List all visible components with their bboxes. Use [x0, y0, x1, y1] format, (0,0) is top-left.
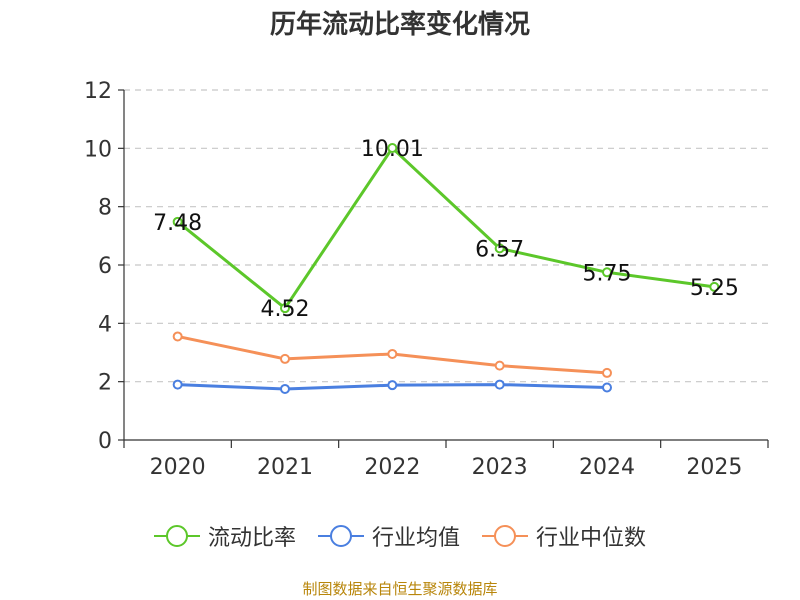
data-point: [280, 303, 290, 314]
y-tick-label: 8: [98, 196, 112, 221]
legend-marker-current-ratio: [153, 524, 200, 548]
x-tick-label: 2021: [257, 455, 313, 480]
legend: 流动比率 行业均值 行业中位数: [0, 520, 800, 552]
y-tick-label: 4: [98, 312, 112, 337]
legend-marker-industry-average: [317, 524, 364, 548]
data-point: [494, 243, 505, 254]
data-point: [172, 216, 183, 227]
data-label: 7.48: [153, 211, 202, 236]
data-label: 5.25: [690, 276, 739, 301]
data-point: [709, 281, 720, 292]
data-label: 5.75: [583, 261, 632, 286]
data-point: [387, 348, 398, 359]
legend-item-industry-average[interactable]: 行业均值: [317, 520, 460, 552]
legend-marker-industry-median: [482, 524, 528, 548]
data-point: [387, 380, 398, 391]
legend-label-industry-average: 行业均值: [371, 526, 460, 551]
legend-label-current-ratio: 流动比率: [207, 526, 296, 551]
series-layer: [172, 143, 720, 394]
y-tick-label: 10: [84, 137, 112, 162]
series-line: [176, 146, 715, 310]
data-point: [602, 382, 612, 393]
data-point: [387, 143, 398, 154]
data-label-layer: 7.48 4.52 10.01 6.57 5.75 5.25: [153, 137, 739, 322]
legend-item-current-ratio[interactable]: 流动比率: [153, 520, 296, 552]
data-point: [280, 383, 290, 394]
x-tick-label: 2024: [579, 455, 635, 480]
legend-label-industry-median: 行业中位数: [536, 526, 647, 551]
grid-layer: [124, 89, 768, 383]
data-point: [602, 367, 612, 378]
data-point: [494, 379, 505, 390]
axis-layer: 0 2 4 6 8 10 12 2020 2021 2022 2023 2024 2025: [84, 79, 769, 480]
data-source-note: 制图数据来自恒生聚源数据库: [302, 580, 498, 598]
chart-title: 历年流动比率变化情况: [269, 10, 530, 40]
data-point: [280, 353, 290, 364]
data-point: [172, 379, 183, 390]
y-tick-label: 2: [98, 371, 112, 396]
x-tick-label: 2025: [686, 455, 742, 480]
data-label: 10.01: [361, 137, 424, 162]
data-point: [494, 360, 505, 371]
data-point: [172, 331, 183, 342]
legend-item-industry-median[interactable]: 行业中位数: [482, 520, 646, 552]
data-label: 6.57: [475, 237, 524, 262]
x-tick-label: 2020: [150, 455, 206, 480]
y-tick-label: 6: [98, 254, 112, 279]
x-tick-label: 2022: [364, 455, 420, 480]
data-point: [602, 267, 612, 278]
y-tick-label: 12: [84, 79, 112, 104]
data-label: 4.52: [261, 297, 310, 322]
y-tick-label: 0: [98, 429, 112, 454]
x-tick-label: 2023: [472, 455, 528, 480]
